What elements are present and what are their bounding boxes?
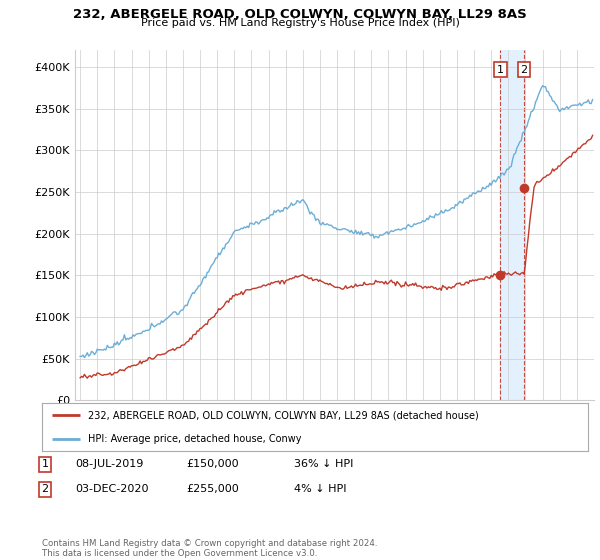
Text: £255,000: £255,000 — [186, 484, 239, 494]
Text: 08-JUL-2019: 08-JUL-2019 — [75, 459, 143, 469]
Text: 4% ↓ HPI: 4% ↓ HPI — [294, 484, 347, 494]
Text: 36% ↓ HPI: 36% ↓ HPI — [294, 459, 353, 469]
Bar — [500, 50, 524, 400]
Text: 1: 1 — [41, 459, 49, 469]
Text: £150,000: £150,000 — [186, 459, 239, 469]
Text: HPI: Average price, detached house, Conwy: HPI: Average price, detached house, Conw… — [88, 434, 302, 444]
Text: 2: 2 — [41, 484, 49, 494]
Text: 232, ABERGELE ROAD, OLD COLWYN, COLWYN BAY, LL29 8AS: 232, ABERGELE ROAD, OLD COLWYN, COLWYN B… — [73, 8, 527, 21]
Text: 1: 1 — [497, 64, 504, 74]
Text: 03-DEC-2020: 03-DEC-2020 — [75, 484, 149, 494]
Text: Price paid vs. HM Land Registry's House Price Index (HPI): Price paid vs. HM Land Registry's House … — [140, 18, 460, 29]
Text: 232, ABERGELE ROAD, OLD COLWYN, COLWYN BAY, LL29 8AS (detached house): 232, ABERGELE ROAD, OLD COLWYN, COLWYN B… — [88, 410, 479, 420]
Text: 2: 2 — [521, 64, 527, 74]
Text: Contains HM Land Registry data © Crown copyright and database right 2024.
This d: Contains HM Land Registry data © Crown c… — [42, 539, 377, 558]
